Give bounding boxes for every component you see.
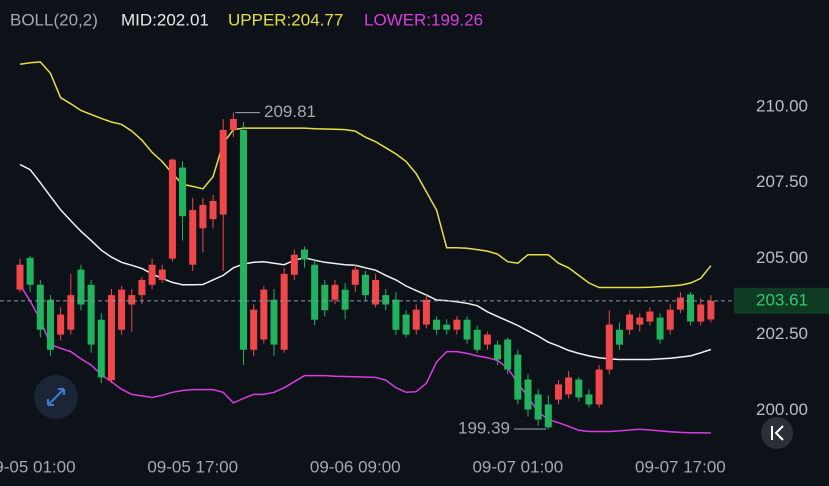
candle-body <box>300 249 308 260</box>
scroll-latest-icon[interactable] <box>771 425 784 441</box>
candle-body <box>382 295 390 305</box>
x-tick-label: 09-05 01:00 <box>0 457 76 476</box>
bands <box>19 61 712 434</box>
indicator-label: BOLL(20,2) <box>10 10 98 29</box>
candle-body <box>219 129 227 215</box>
candle-body <box>148 264 156 285</box>
candle-body <box>361 274 369 296</box>
candle-body <box>422 299 430 325</box>
candle-body <box>504 339 512 370</box>
candle-body <box>250 309 258 350</box>
candle-body <box>87 284 95 345</box>
candle-body <box>128 295 136 305</box>
candles <box>16 112 715 430</box>
scroll-latest-button[interactable] <box>761 417 793 449</box>
candle-body <box>595 369 603 405</box>
x-tick-label: 09-07 01:00 <box>472 457 563 476</box>
candle-body <box>707 300 715 320</box>
x-tick-label: 09-05 17:00 <box>147 457 238 476</box>
candle-body <box>443 324 451 330</box>
y-tick-label: 205.00 <box>756 248 808 267</box>
candle-body <box>260 289 268 340</box>
min-annotation: 199.39 <box>458 419 510 438</box>
candle-body <box>158 269 166 280</box>
candle-body <box>118 289 126 330</box>
candle-body <box>585 394 593 405</box>
candle-body <box>687 294 695 322</box>
candle-body <box>402 314 410 335</box>
last-price-box <box>734 287 829 314</box>
candle-body <box>199 204 207 229</box>
candle-body <box>483 334 491 345</box>
legend-entry: MID:202.01 <box>121 10 209 29</box>
y-tick-label: 200.00 <box>756 400 808 419</box>
candle-body <box>16 264 24 290</box>
band-line <box>19 61 712 289</box>
candle-body <box>554 384 562 400</box>
candle-body <box>544 404 552 428</box>
candle-body <box>636 317 644 325</box>
candle-body <box>412 309 420 330</box>
candle-body <box>189 210 197 265</box>
max-annotation: 209.81 <box>264 102 316 121</box>
candle-body <box>46 299 54 350</box>
candle-body <box>676 297 684 310</box>
candle-body <box>331 284 339 300</box>
legend-entry: LOWER:199.26 <box>364 10 483 29</box>
candle-body <box>26 257 34 285</box>
candle-body <box>179 167 187 217</box>
candle-body <box>494 344 502 360</box>
x-tick-label: 09-06 09:00 <box>310 457 401 476</box>
candle-body <box>77 269 85 305</box>
candle-body <box>626 314 634 330</box>
y-tick-label: 202.50 <box>756 324 808 343</box>
candle-body <box>351 269 359 285</box>
candle-body <box>97 319 105 378</box>
last-price-label: 203.61 <box>756 290 808 309</box>
candle-body <box>575 379 583 398</box>
candle-body <box>270 299 278 345</box>
candle-body <box>697 304 705 322</box>
candle-body <box>67 295 75 330</box>
candle-body <box>341 289 349 310</box>
legend-entry: UPPER:204.77 <box>228 10 343 29</box>
candle-body <box>534 394 542 420</box>
candle-body <box>57 314 65 335</box>
candle-body <box>453 319 461 330</box>
candle-body <box>514 354 522 400</box>
candle-body <box>615 329 623 345</box>
candle-body <box>524 379 532 410</box>
candle-body <box>36 284 44 330</box>
candle-body <box>229 118 237 130</box>
candle-body <box>605 324 613 370</box>
candle-body <box>433 319 441 330</box>
expand-button[interactable] <box>34 375 78 419</box>
candle-body <box>209 200 217 220</box>
expand-icon[interactable] <box>47 388 65 406</box>
x-tick-label: 09-07 17:00 <box>635 457 726 476</box>
band-line <box>19 284 711 434</box>
y-tick-label: 210.00 <box>756 96 808 115</box>
candle-body <box>565 377 573 395</box>
candle-body <box>372 279 380 305</box>
band-line <box>19 163 712 361</box>
candle-body <box>473 329 481 350</box>
candle-body <box>463 319 471 340</box>
candle-body <box>290 254 298 275</box>
candle-body <box>392 299 400 330</box>
y-tick-label: 207.50 <box>756 172 808 191</box>
candle-body <box>138 279 146 296</box>
candle-body <box>311 264 319 320</box>
candle-body <box>321 284 329 311</box>
candle-body <box>240 129 248 350</box>
candle-body <box>656 317 664 340</box>
candle-body <box>168 159 176 259</box>
candle-body <box>280 273 288 350</box>
candle-body <box>107 295 115 381</box>
candle-body <box>666 309 674 330</box>
candle-body <box>646 311 654 322</box>
